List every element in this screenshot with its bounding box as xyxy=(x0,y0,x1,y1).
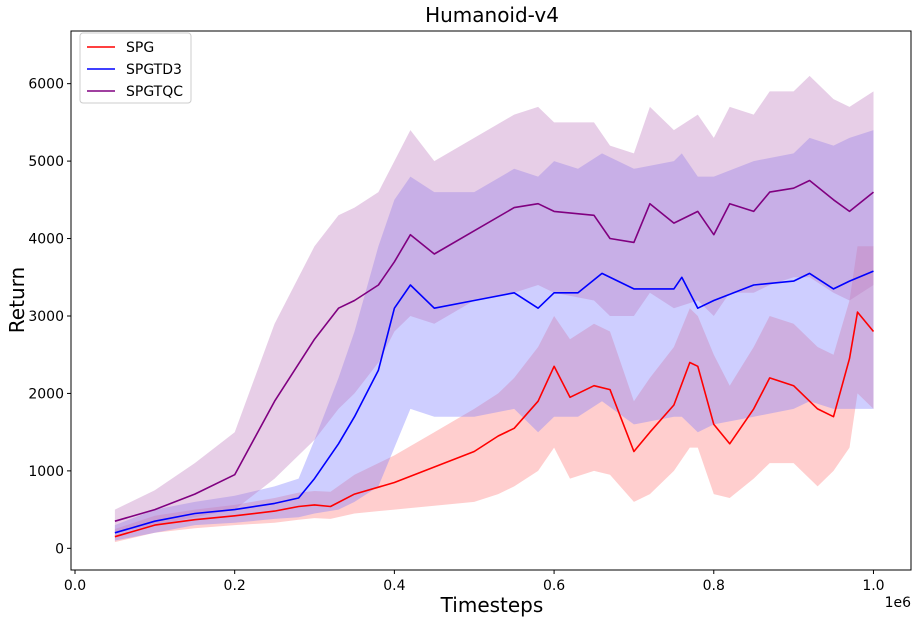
legend: SPG SPGTD3 SPGTQC xyxy=(79,32,192,104)
x-tick-label: 0.8 xyxy=(703,578,725,594)
y-tick-label: 1000 xyxy=(28,464,64,480)
x-axis: 0.0 0.2 0.4 0.6 0.8 1.0 xyxy=(64,570,885,594)
line-spgtqc xyxy=(114,179,875,522)
band-spgtqc xyxy=(114,75,874,533)
y-axis: 0 1000 2000 3000 4000 5000 6000 xyxy=(28,77,71,557)
line-spgtd3 xyxy=(114,270,874,534)
line-spg xyxy=(114,311,875,538)
x-tick-label: 0.2 xyxy=(224,578,246,594)
legend-label-spgtqc: SPGTQC xyxy=(126,84,183,100)
y-tick-label: 0 xyxy=(55,541,64,557)
y-tick-label: 5000 xyxy=(28,154,64,170)
x-tick-label: 1.0 xyxy=(862,578,884,594)
y-tick-label: 4000 xyxy=(28,232,64,248)
series-lines xyxy=(114,179,875,538)
confidence-bands xyxy=(114,75,874,543)
x-tick-label: 0.6 xyxy=(543,578,565,594)
y-axis-title: Return xyxy=(5,267,29,333)
x-axis-title: Timesteps xyxy=(440,593,544,617)
legend-label-spgtd3: SPGTD3 xyxy=(126,62,182,78)
y-tick-label: 6000 xyxy=(28,77,64,93)
chart-title: Humanoid-v4 xyxy=(425,3,559,27)
legend-label-spg: SPG xyxy=(126,40,154,56)
x-axis-scale-label: 1e6 xyxy=(885,595,912,611)
y-tick-label: 3000 xyxy=(28,309,64,325)
x-tick-label: 0.4 xyxy=(383,578,405,594)
band-spg xyxy=(114,246,874,543)
x-tick-label: 0.0 xyxy=(64,578,86,594)
plot-frame xyxy=(70,30,912,571)
band-spgtd3 xyxy=(114,130,874,541)
y-tick-label: 2000 xyxy=(28,386,64,402)
legend-box xyxy=(79,32,192,104)
